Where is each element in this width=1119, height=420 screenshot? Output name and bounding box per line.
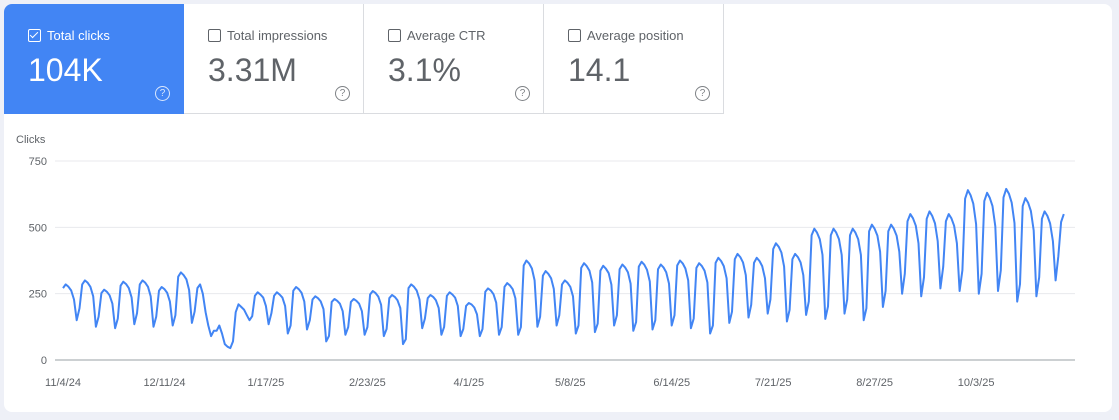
x-tick-label: 5/8/25 <box>555 377 586 389</box>
x-tick-label: 10/3/25 <box>958 377 995 389</box>
metric-label: Total impressions <box>227 28 328 43</box>
x-tick-label: 2/23/25 <box>349 377 386 389</box>
x-tick-label: 6/14/25 <box>653 377 690 389</box>
help-icon[interactable]: ? <box>155 86 170 101</box>
metric-total-impressions[interactable]: Total impressions 3.31M ? <box>184 4 364 114</box>
x-tick-label: 1/17/25 <box>248 377 285 389</box>
metric-label: Average CTR <box>407 28 486 43</box>
y-tick-label: 0 <box>41 355 47 367</box>
y-tick-label: 750 <box>29 156 47 168</box>
x-tick-label: 11/4/24 <box>45 377 81 389</box>
metric-value: 104K <box>28 52 103 88</box>
metric-label: Average position <box>587 28 684 43</box>
checkbox-icon[interactable] <box>568 29 581 42</box>
y-axis-title: Clicks <box>16 134 46 146</box>
help-icon[interactable]: ? <box>335 86 350 101</box>
x-tick-label: 12/11/24 <box>143 377 185 389</box>
metric-value: 14.1 <box>568 52 631 88</box>
help-icon[interactable]: ? <box>695 86 710 101</box>
metric-average-position[interactable]: Average position 14.1 ? <box>544 4 724 114</box>
metric-average-ctr[interactable]: Average CTR 3.1% ? <box>364 4 544 114</box>
x-tick-label: 4/1/25 <box>454 377 485 389</box>
x-tick-label: 7/21/25 <box>755 377 792 389</box>
metric-label: Total clicks <box>47 28 110 43</box>
metric-value: 3.31M <box>208 52 297 88</box>
x-tick-label: 8/27/25 <box>856 377 893 389</box>
checkbox-icon[interactable] <box>388 29 401 42</box>
clicks-series-line <box>62 187 1065 350</box>
checkbox-icon[interactable] <box>208 29 221 42</box>
y-tick-label: 250 <box>29 289 47 301</box>
y-tick-label: 500 <box>29 222 47 234</box>
checkbox-checked-icon[interactable] <box>28 29 41 42</box>
performance-panel: Total clicks 104K ? Total impressions 3.… <box>4 4 1112 412</box>
metric-value: 3.1% <box>388 52 461 88</box>
metric-total-clicks[interactable]: Total clicks 104K ? <box>4 4 184 114</box>
help-icon[interactable]: ? <box>515 86 530 101</box>
